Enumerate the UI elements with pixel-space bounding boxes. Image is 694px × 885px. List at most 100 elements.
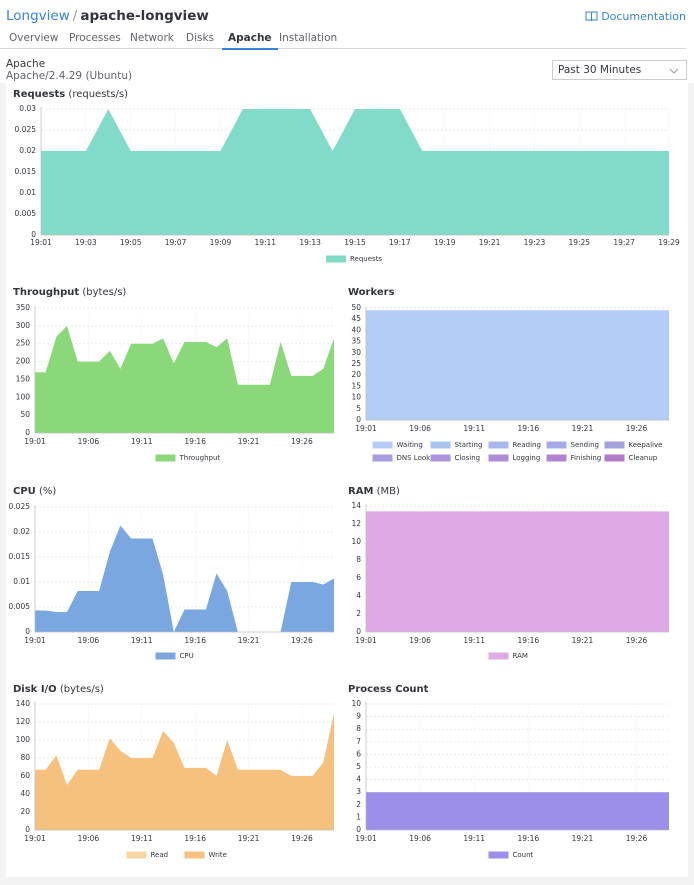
x-tick-label: 19:26 [626, 424, 648, 433]
chart-title: CPU (%) [13, 486, 56, 497]
y-tick-label: 0 [25, 627, 30, 636]
y-tick-label: 120 [16, 717, 31, 726]
legend-label: Requests [350, 255, 382, 263]
y-tick-label: 0.015 [9, 552, 31, 561]
tab[interactable]: Network [130, 32, 174, 44]
section-info: Apache Apache/2.4.29 (Ubuntu) [6, 58, 132, 82]
y-tick-label: 4 [356, 775, 361, 784]
x-tick-label: 19:11 [463, 636, 485, 645]
x-tick-label: 19:27 [613, 238, 635, 247]
x-tick-label: 19:03 [75, 238, 97, 247]
y-tick-label: 0.025 [15, 125, 37, 134]
y-tick-label: 0 [25, 428, 30, 437]
x-tick-label: 19:01 [355, 834, 377, 843]
tab[interactable]: Overview [9, 32, 59, 44]
y-tick-label: 200 [16, 357, 31, 366]
y-tick-label: 30 [351, 348, 361, 357]
legend-label: Throughput [179, 454, 221, 462]
y-tick-label: 6 [356, 573, 361, 582]
x-tick-label: 19:21 [238, 636, 260, 645]
tab[interactable]: Processes [69, 32, 121, 44]
x-tick-label: 19:01 [355, 424, 377, 433]
y-tick-label: 35 [351, 337, 361, 346]
chart-title-text: Disk I/O [13, 684, 57, 695]
chart-unit: (bytes/s) [60, 684, 104, 695]
x-tick-label: 19:21 [238, 834, 260, 843]
x-tick-label: 19:11 [463, 424, 485, 433]
legend-swatch [372, 441, 393, 449]
x-tick-label: 19:01 [30, 238, 52, 247]
x-tick-label: 19:11 [131, 834, 153, 843]
tab[interactable]: Apache [222, 32, 278, 50]
y-tick-label: 0 [356, 627, 361, 636]
tab[interactable]: Disks [186, 32, 215, 44]
x-tick-label: 19:01 [24, 636, 46, 645]
chart-unit: (MB) [377, 486, 400, 497]
range-select[interactable]: Past 30 Minutes [552, 60, 687, 80]
y-tick-label: 0.005 [15, 209, 37, 218]
client-name: apache-longview [80, 8, 209, 24]
y-tick-label: 2 [356, 800, 361, 809]
top-bar: Longview / apache-longview Documentation O… [0, 0, 694, 83]
x-tick-label: 19:06 [409, 424, 431, 433]
x-tick-label: 19:26 [626, 834, 648, 843]
docs-link[interactable]: Documentation [585, 10, 686, 23]
x-tick-label: 19:16 [184, 834, 206, 843]
legend-label: Keepalive [629, 441, 663, 449]
x-tick-label: 19:16 [518, 424, 540, 433]
docs-label: Documentation [601, 10, 686, 23]
legend-swatch [184, 851, 205, 859]
x-tick-label: 19:21 [238, 437, 260, 446]
chart-title-text: Workers [348, 287, 395, 298]
legend-label: Read [151, 851, 169, 859]
y-tick-label: 5 [356, 404, 361, 413]
legend-label: Cleanup [629, 454, 658, 462]
docs-icon [585, 11, 598, 22]
y-tick-label: 300 [16, 321, 31, 330]
x-tick-label: 19:19 [434, 238, 456, 247]
x-tick-label: 19:26 [291, 636, 313, 645]
x-tick-label: 19:06 [409, 636, 431, 645]
y-tick-label: 60 [20, 771, 30, 780]
area [35, 525, 334, 632]
y-tick-label: 6 [356, 749, 361, 758]
legend-swatch [488, 441, 509, 449]
y-tick-label: 0 [25, 825, 30, 834]
legend-swatch [372, 454, 393, 462]
chart-unit: (requests/s) [68, 89, 128, 100]
y-tick-label: 100 [16, 735, 31, 744]
legend-swatch [430, 454, 451, 462]
y-tick-label: 40 [20, 789, 30, 798]
x-tick-label: 19:13 [299, 238, 321, 247]
x-tick-label: 19:01 [24, 834, 46, 843]
y-tick-label: 10 [351, 393, 361, 402]
x-tick-label: 19:26 [626, 636, 648, 645]
x-tick-label: 19:06 [78, 437, 100, 446]
x-tick-label: 19:11 [254, 238, 276, 247]
legend-label: Closing [455, 454, 481, 462]
area [41, 109, 669, 235]
x-tick-label: 19:16 [518, 834, 540, 843]
y-tick-label: 0.015 [15, 167, 37, 176]
breadcrumb: Longview / apache-longview [6, 8, 209, 24]
y-tick-label: 250 [16, 339, 31, 348]
legend-label: DNS Lookup [397, 454, 440, 462]
legend-swatch [155, 652, 176, 660]
x-tick-label: 19:05 [120, 238, 142, 247]
y-tick-label: 150 [16, 374, 31, 383]
y-tick-label: 0 [356, 825, 361, 834]
x-tick-label: 19:21 [572, 834, 594, 843]
chart-title: Requests (requests/s) [13, 89, 128, 100]
area [35, 713, 334, 830]
chart-unit: (%) [39, 486, 56, 497]
chart-title: Throughput (bytes/s) [13, 287, 126, 298]
chart-unit: (bytes/s) [82, 287, 126, 298]
area [366, 792, 669, 830]
section-title: Apache [6, 58, 46, 70]
y-tick-label: 1 [356, 812, 361, 821]
tab[interactable]: Installation [279, 32, 338, 44]
x-tick-label: 19:21 [479, 238, 501, 247]
breadcrumb-link[interactable]: Longview [6, 8, 70, 24]
legend-swatch [488, 851, 509, 859]
x-tick-label: 19:25 [568, 238, 590, 247]
